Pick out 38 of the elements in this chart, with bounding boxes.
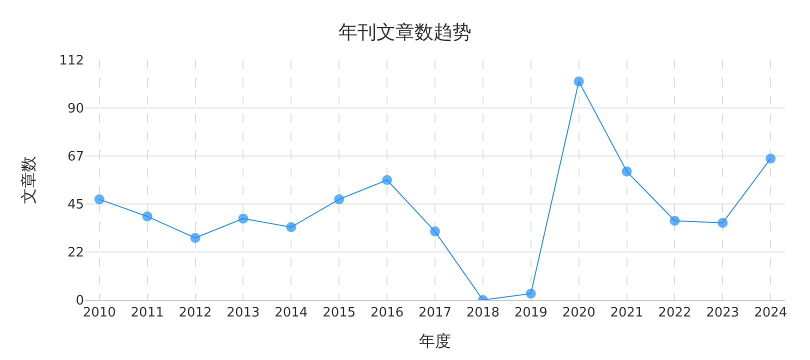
- y-tick-label: 0: [76, 294, 84, 309]
- y-tick-label: 67: [67, 150, 84, 165]
- x-tick-label: 2010: [82, 306, 116, 321]
- x-tick-label: 2022: [658, 306, 692, 321]
- x-tick-label: 2023: [706, 306, 740, 321]
- x-tick-label: 2015: [322, 306, 356, 321]
- y-tick-label: 90: [67, 102, 84, 117]
- y-axis-title: 文章数: [19, 156, 38, 204]
- x-tick-label: 2020: [562, 306, 596, 321]
- x-tick-label: 2012: [178, 306, 212, 321]
- x-axis-title: 年度: [419, 331, 451, 350]
- x-tick-label: 2021: [610, 306, 644, 321]
- y-tick-label: 22: [67, 246, 84, 261]
- point: [190, 232, 200, 243]
- y-tick-label: 112: [59, 54, 84, 69]
- x-tick-label: 2017: [418, 306, 452, 321]
- x-tick-label: 2014: [274, 306, 308, 321]
- x-tick-label: 2019: [514, 306, 548, 321]
- x-tick-label: 2018: [466, 306, 500, 321]
- y-tick-label: 45: [67, 198, 84, 213]
- point: [574, 76, 584, 86]
- point: [94, 194, 104, 204]
- point: [142, 211, 152, 222]
- x-tick-label: 2024: [754, 306, 788, 321]
- chart-title: 年刊文章数趋势: [338, 22, 472, 44]
- point: [766, 154, 776, 164]
- point: [382, 175, 392, 185]
- point: [238, 214, 248, 224]
- point: [334, 194, 344, 204]
- point: [526, 288, 536, 299]
- x-tick-label: 2016: [370, 306, 404, 321]
- point: [286, 222, 296, 232]
- x-tick-label: 2011: [130, 306, 164, 321]
- point: [670, 216, 680, 226]
- point: [430, 226, 440, 236]
- point: [622, 166, 632, 176]
- point: [718, 218, 728, 228]
- x-tick-label: 2013: [226, 306, 260, 321]
